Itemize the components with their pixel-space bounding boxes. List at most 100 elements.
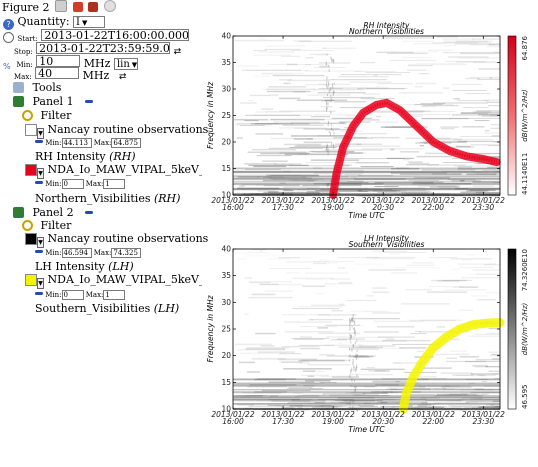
panel1-ds-collapse-icon[interactable] bbox=[35, 181, 43, 184]
panel1-obs-min-input[interactable]: 44.113 bbox=[61, 138, 92, 148]
panel1-node[interactable]: Panel 1 bbox=[13, 95, 94, 108]
spectrogram-streak bbox=[497, 193, 500, 195]
spectrogram-streak bbox=[339, 401, 387, 404]
frequency-icon: % bbox=[3, 62, 11, 71]
spectrogram-column bbox=[331, 58, 333, 62]
spectrogram-streak bbox=[320, 100, 332, 102]
panel2-ds-min-input[interactable]: 0 bbox=[61, 290, 84, 300]
spectrogram-streak bbox=[466, 254, 475, 256]
save-icon[interactable] bbox=[72, 2, 83, 12]
panel2-obs-collapse-icon[interactable] bbox=[35, 250, 43, 253]
panel1-quantity-abbr: (RH) bbox=[109, 150, 136, 163]
spectrogram-streak bbox=[324, 283, 353, 285]
spectrogram-column bbox=[333, 59, 335, 64]
spectrogram-streak bbox=[457, 399, 465, 401]
spectrogram-streak bbox=[350, 392, 399, 394]
spectrogram-column bbox=[326, 93, 328, 96]
spectrogram-streak bbox=[319, 259, 330, 261]
panel1-obs-max-input[interactable]: 64.875 bbox=[111, 138, 142, 148]
spectrogram-streak bbox=[317, 135, 350, 137]
spectrogram-streak bbox=[294, 145, 345, 147]
spectrogram-streak bbox=[400, 303, 450, 305]
spectrogram-band bbox=[233, 378, 500, 380]
x-tick-label: 2013/01/22 bbox=[211, 196, 254, 205]
quantity-select[interactable]: I ▼ bbox=[73, 16, 106, 28]
panel2-ds-collapse-icon[interactable] bbox=[35, 292, 43, 295]
spectrogram-streak bbox=[413, 176, 451, 179]
spectrogram-streak bbox=[261, 108, 274, 110]
panel2-obs-min-input[interactable]: 46.594 bbox=[61, 248, 92, 258]
spectrogram-streak bbox=[327, 262, 338, 264]
spectrogram-column bbox=[330, 110, 332, 115]
spectrogram-streak bbox=[335, 170, 364, 172]
stop-input[interactable]: 2013-01-22T23:59:59.000 bbox=[36, 42, 171, 54]
panel1-dataset-dropdown[interactable]: ▼ bbox=[37, 168, 44, 179]
spectrogram-streak bbox=[237, 176, 260, 178]
spectrogram-streak bbox=[248, 100, 254, 102]
panel2-filter-node[interactable]: Filter bbox=[22, 219, 71, 232]
swap-time-icon[interactable]: ⇄ bbox=[173, 47, 182, 57]
spectrogram-streak bbox=[472, 185, 494, 187]
panel2-color-swatch[interactable] bbox=[25, 274, 37, 286]
spectrogram-column bbox=[332, 92, 334, 96]
freq-min-input[interactable]: 10 bbox=[36, 55, 81, 67]
spectrogram-streak bbox=[499, 292, 500, 295]
scale-select[interactable]: lin ▼ bbox=[113, 58, 138, 70]
spectrogram-streak bbox=[460, 112, 488, 115]
panel2-dataset-row: ▼ NDA_Io_MAW_VIPAL_5keV_ND_LC bbox=[25, 273, 202, 289]
spectrogram-streak bbox=[310, 319, 344, 321]
start-input[interactable]: 2013-01-22T16:00:00.000 bbox=[41, 29, 190, 41]
spectrogram-column bbox=[353, 365, 355, 368]
panel2-observation-dropdown[interactable]: ▼ bbox=[37, 237, 44, 248]
chart-title: RH Intensity bbox=[364, 21, 410, 30]
spectrogram-streak bbox=[320, 404, 361, 407]
spectrogram-streak bbox=[470, 144, 489, 146]
panel1-ds-max-input[interactable]: 1 bbox=[103, 179, 126, 189]
spectrogram-streak bbox=[247, 251, 266, 254]
spectrogram-column bbox=[354, 341, 356, 345]
swap-freq-icon[interactable]: ⇄ bbox=[118, 72, 127, 82]
spectrogram-streak bbox=[433, 395, 481, 397]
spectrogram-streak bbox=[326, 355, 376, 357]
close-icon[interactable] bbox=[103, 0, 116, 12]
panel1-observation-swatch[interactable] bbox=[25, 124, 37, 136]
panel1-filter-node[interactable]: Filter bbox=[22, 109, 71, 122]
spectrogram-streak bbox=[457, 168, 500, 170]
spectrogram-streak bbox=[374, 390, 381, 393]
spectrogram-streak bbox=[421, 319, 463, 321]
tools-node[interactable]: Tools bbox=[13, 81, 61, 94]
spectrogram-column bbox=[327, 102, 329, 106]
spectrogram-streak bbox=[296, 99, 348, 101]
spectrogram-streak bbox=[289, 405, 332, 407]
freq-max-input[interactable]: 40 bbox=[35, 67, 80, 79]
spectrogram-streak bbox=[372, 291, 390, 294]
panel1-obs-collapse-icon[interactable] bbox=[35, 140, 43, 143]
spectrogram-column bbox=[333, 91, 335, 93]
panel2-obs-max-input[interactable]: 74.325 bbox=[111, 248, 142, 258]
export-icon[interactable] bbox=[88, 2, 99, 12]
spectrogram-streak bbox=[235, 124, 273, 126]
panel2-dataset-dropdown[interactable]: ▼ bbox=[37, 278, 44, 289]
spectrogram-column bbox=[349, 318, 351, 323]
panel1-color-swatch[interactable] bbox=[25, 164, 37, 176]
panel2-node[interactable]: Panel 2 bbox=[13, 206, 94, 219]
spectrogram-streak bbox=[475, 333, 500, 335]
panel2-ds-max-input[interactable]: 1 bbox=[103, 290, 126, 300]
spectrogram-streak bbox=[262, 88, 296, 90]
panel1-obs-min-label: Min: bbox=[45, 139, 62, 147]
help-icon[interactable]: ? bbox=[3, 19, 14, 30]
panel2-collapse-icon[interactable] bbox=[85, 211, 94, 214]
panel2-observation-swatch[interactable] bbox=[25, 233, 37, 245]
spectrogram-streak bbox=[386, 408, 399, 411]
spectrogram-streak bbox=[381, 126, 413, 128]
panel1-collapse-icon[interactable] bbox=[85, 100, 94, 103]
spectrogram-streak bbox=[293, 138, 313, 140]
spectrogram-streak bbox=[325, 63, 329, 65]
spectrogram-column bbox=[331, 127, 333, 131]
panel1-ds-min-input[interactable]: 0 bbox=[61, 179, 84, 189]
spectrogram-streak bbox=[471, 295, 488, 297]
home-icon[interactable] bbox=[55, 0, 68, 12]
